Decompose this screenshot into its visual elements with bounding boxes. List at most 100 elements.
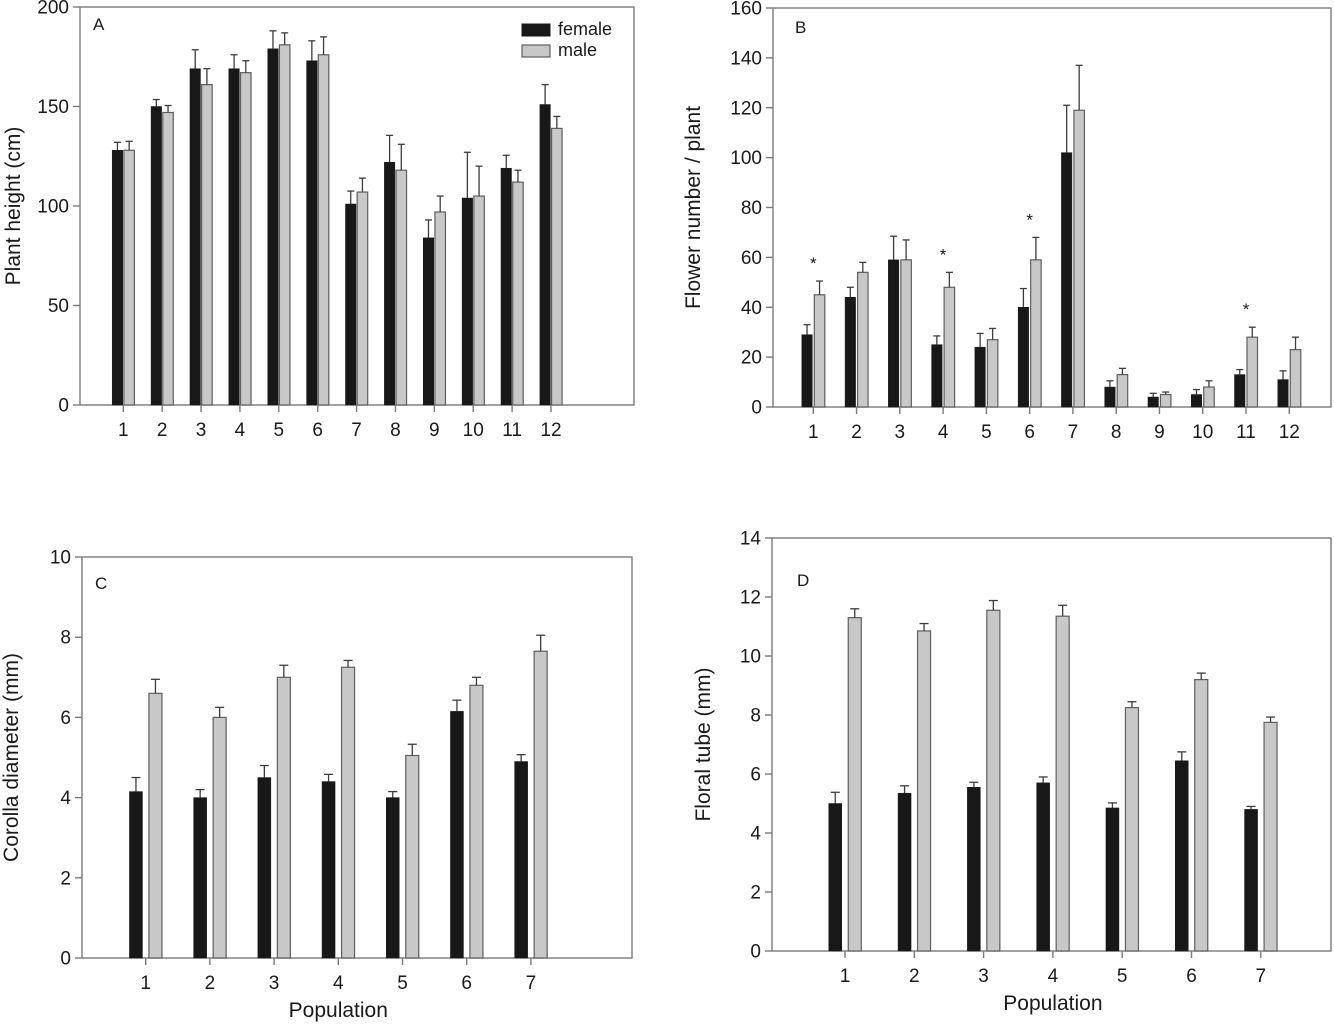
panel-b-ytick-label-100: 100 [730,148,762,169]
panel-b-bar-male-9 [1159,393,1172,408]
panel-b-ytick-label-80: 80 [741,198,762,219]
panel-a-bar-female-5 [267,48,279,406]
panel-b-xtick-label-7: 7 [1068,422,1079,443]
panel-b-bar-female-11 [1234,374,1246,408]
panel-d-bar-male-2 [916,630,932,952]
panel-d-xtick-label-6: 6 [1186,966,1197,987]
panel-b-bar-female-6 [1017,307,1029,408]
panel-d-xtick-label-1: 1 [840,966,851,987]
panel-c-ytick-label-2: 2 [60,868,71,889]
panel-c-bar-male-4 [340,666,356,959]
panel-a-ytick-label-50: 50 [48,296,69,317]
panel-d-xtick-label-7: 7 [1256,966,1267,987]
panel-b-ytick-label-120: 120 [730,98,762,119]
panel-d-bar-male-7 [1263,721,1278,952]
panel-c-bar-male-2 [212,716,227,959]
panel-c-bar-male-3 [276,676,291,959]
panel-a-ytick-label-200: 200 [37,0,69,19]
panel-b-bar-male-8 [1116,373,1129,408]
panel-a-bar-female-11 [500,167,512,406]
panel-b-bar-male-1 [813,294,826,408]
panel-b-bar-male-2 [856,271,869,408]
panel-d-y-axis-title: Floral tube (mm) [692,667,715,821]
panel-c-bar-female-1 [129,791,143,959]
panel-b-xtick-label-3: 3 [895,422,906,443]
panel-b-bar-male-5 [986,339,999,408]
panel-a-bar-female-4 [228,68,240,406]
panel-b-y-axis-title: Flower number / plant [682,106,705,309]
panel-c-y-axis-title: Corolla diameter (mm) [0,653,23,862]
panel-c-bar-female-3 [257,777,272,959]
panel-b-significance-6: * [1026,210,1033,229]
panel-b-xtick-label-10: 10 [1192,422,1213,443]
panel-c-bar-female-4 [321,781,336,959]
panel-b-bar-female-12 [1277,379,1289,408]
legend-swatch-female [521,23,551,37]
panel-d-ytick-label-8: 8 [750,706,761,727]
panel-a-xtick-label-6: 6 [312,420,323,441]
panel-a-ytick-label-150: 150 [37,97,69,118]
legend-label-male: male [558,40,597,60]
panel-a-bar-female-8 [384,161,396,406]
panel-c-xtick-label-2: 2 [205,973,216,994]
panel-d-bar-female-6 [1175,760,1189,952]
panel-a-bar-male-9 [434,211,447,406]
panel-a-bar-female-1 [111,150,123,406]
legend-swatch-male [521,44,551,58]
panel-b-bar-male-12 [1289,349,1302,408]
panel-a-bar-male-10 [473,195,485,406]
panel-b-bar-female-4 [931,344,943,408]
panel-a-xtick-label-10: 10 [463,420,484,441]
panel-c-bar-female-5 [386,797,400,959]
panel-c-bar-male-7 [533,650,548,959]
panel-d-xtick-label-4: 4 [1048,966,1059,987]
panel-b-bar-female-2 [844,297,856,408]
panel-a-xtick-label-9: 9 [429,420,440,441]
panel-a-bar-female-7 [345,203,357,406]
panel-b-ytick-label-20: 20 [741,348,762,369]
panel-a-bar-male-3 [201,84,213,406]
panel-c-bar-female-2 [193,797,207,959]
panel-c-ytick-label-6: 6 [60,708,71,729]
panel-b-xtick-label-4: 4 [938,422,949,443]
panel-d-ytick-label-12: 12 [740,588,761,609]
panel-d-frame [771,537,1332,952]
panel-a-xtick-label-11: 11 [502,420,522,441]
panel-d-xtick-label-5: 5 [1117,966,1128,987]
panel-b-xtick-label-5: 5 [981,422,992,443]
panel-a-xtick-label-7: 7 [351,420,362,441]
panel-a-xtick-label-3: 3 [196,420,207,441]
panel-b-xtick-label-2: 2 [851,422,862,443]
panel-c-letter: C [95,574,107,593]
panel-d-bar-male-3 [986,609,1001,952]
panel-d-ytick-label-2: 2 [750,883,761,904]
panel-a-xtick-label-8: 8 [390,420,401,441]
panel-a-xtick-label-1: 1 [118,420,129,441]
panel-c-bar-female-7 [514,761,528,959]
panel-b-bar-male-4 [943,286,956,408]
panel-c-bar-male-6 [469,684,484,959]
panel-b-significance-1: * [810,254,817,273]
panel-b-bar-female-8 [1104,386,1116,408]
panel-d-bar-female-5 [1105,807,1120,952]
panel-c-xtick-label-1: 1 [140,973,151,994]
panel-a-bar-male-11 [512,181,524,406]
panel-a-ytick-label-0: 0 [58,396,69,417]
panel-d-ytick-label-4: 4 [750,824,761,845]
panel-d-bar-male-1 [847,617,862,952]
panel-c-ytick-label-0: 0 [60,949,71,970]
panel-b-bar-male-11 [1246,336,1259,408]
panel-b-xtick-label-6: 6 [1024,422,1035,443]
panel-a-bar-female-2 [150,106,162,406]
panel-a-bar-male-4 [239,72,252,406]
panel-b-xtick-label-1: 1 [808,422,819,443]
panel-b-bar-female-7 [1061,152,1073,408]
panel-c-x-axis-title: Population [289,999,388,1022]
panel-c-ytick-label-4: 4 [60,788,71,809]
panel-d-ytick-label-0: 0 [750,942,761,963]
panel-b-ytick-label-40: 40 [741,298,762,319]
panel-c-xtick-label-3: 3 [269,973,280,994]
panel-b-bar-male-7 [1073,109,1086,408]
